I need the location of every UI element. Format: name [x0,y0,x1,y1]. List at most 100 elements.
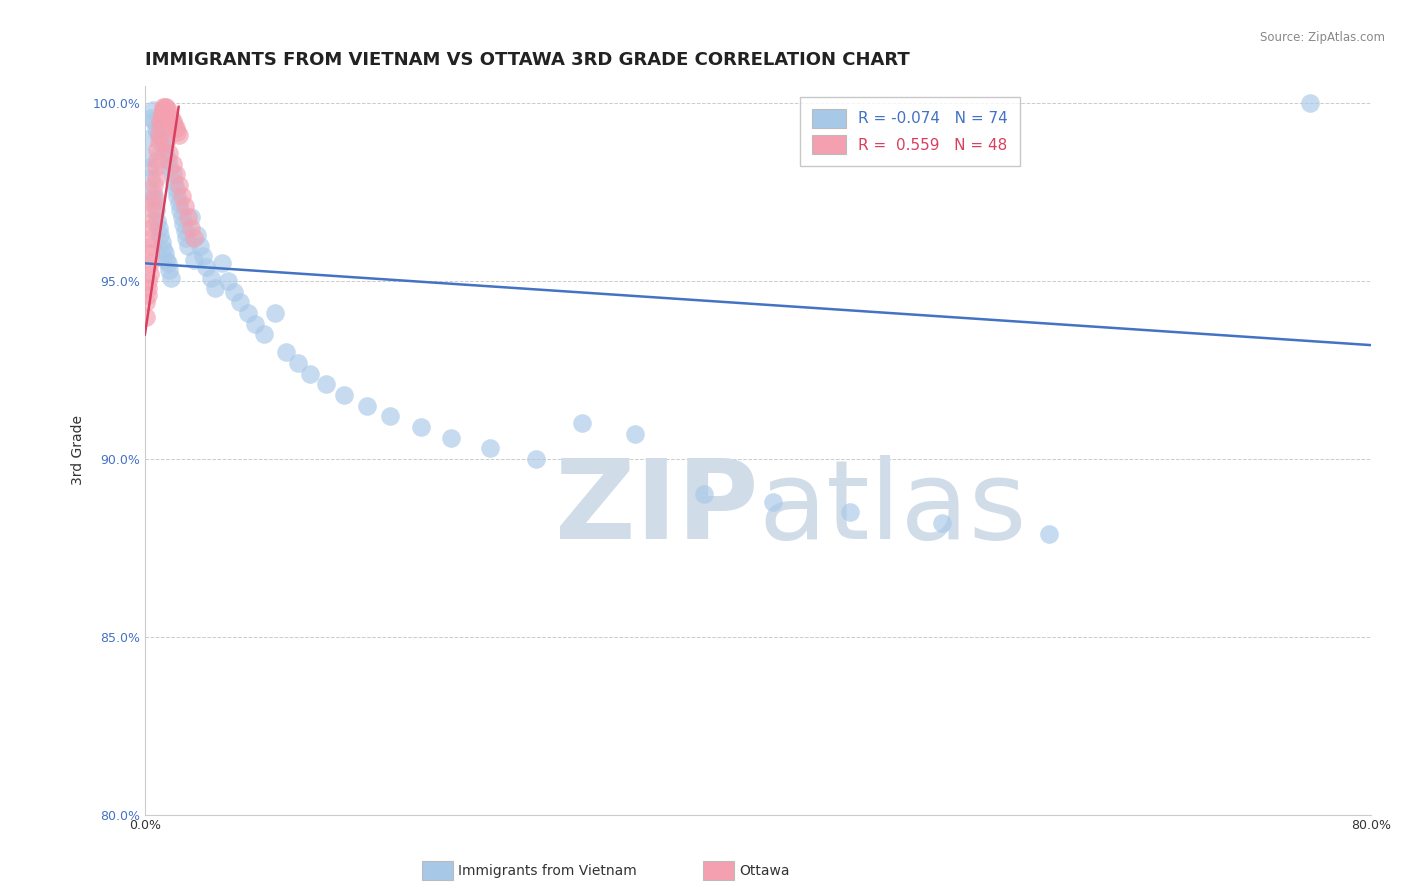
Point [167,178,190,192]
Point [159,161,181,175]
Point [142,103,165,118]
Point [145,171,167,186]
Point [229,295,252,310]
Point [138,245,160,260]
Point [173,199,195,213]
Point [167,195,190,210]
Point [163,175,186,189]
Point [624,427,647,442]
Point [169,202,191,217]
Point [135,295,157,310]
Point [138,267,160,281]
Point [170,188,193,202]
Point [478,442,501,456]
Point [1299,96,1322,111]
Point [143,114,166,128]
Point [148,136,170,150]
Point [188,238,211,252]
Point [931,516,953,530]
Text: Source: ZipAtlas.com: Source: ZipAtlas.com [1260,31,1385,45]
Point [204,281,226,295]
Point [170,210,193,224]
Point [299,367,322,381]
Point [180,210,202,224]
Point [139,220,162,235]
Point [180,220,202,235]
Point [145,202,167,217]
Point [177,238,200,252]
Point [138,256,160,270]
Point [152,242,174,256]
Point [236,306,259,320]
Point [146,153,169,168]
Point [138,161,160,175]
Point [153,100,176,114]
Point [333,388,356,402]
Point [139,238,162,252]
Point [167,128,190,143]
Point [149,227,172,242]
Point [165,168,187,182]
Point [173,224,195,238]
Point [156,256,179,270]
Point [378,409,401,424]
Point [253,327,276,342]
Point [153,245,176,260]
Point [166,125,188,139]
Point [155,252,177,267]
Point [155,100,177,114]
Point [139,111,162,125]
Point [152,103,174,118]
Point [139,231,162,245]
Point [146,125,169,139]
Text: Immigrants from Vietnam: Immigrants from Vietnam [458,863,637,878]
Point [142,213,165,227]
Point [177,210,200,224]
Point [136,281,159,295]
Point [195,260,218,274]
Point [200,270,222,285]
Point [166,188,188,202]
Point [156,103,179,118]
Point [571,417,593,431]
Point [150,132,173,146]
Point [142,185,165,199]
Point [264,306,287,320]
Legend: R = -0.074   N = 74, R =  0.559   N = 48: R = -0.074 N = 74, R = 0.559 N = 48 [800,97,1021,166]
Point [165,181,187,195]
Point [143,178,166,192]
Point [136,288,159,302]
Point [524,451,547,466]
Point [183,231,205,245]
Point [176,231,198,245]
Point [142,195,165,210]
Point [159,263,181,277]
Point [163,118,186,132]
Point [135,310,157,324]
Point [148,220,170,235]
Point [217,274,239,288]
Point [172,217,194,231]
Point [315,377,337,392]
Point [762,494,785,508]
Point [222,285,245,299]
Point [211,256,233,270]
Point [693,487,716,501]
Point [186,227,208,242]
Point [145,161,167,175]
Point [356,399,378,413]
Point [149,128,172,143]
Point [143,192,166,206]
Point [150,111,173,125]
Point [148,128,170,143]
Point [159,146,181,161]
Y-axis label: 3rd Grade: 3rd Grade [72,415,86,485]
Point [838,505,860,519]
Point [155,136,177,150]
Point [149,114,172,128]
Point [152,139,174,153]
Point [146,143,169,157]
Point [150,235,173,249]
Point [165,121,187,136]
Point [160,111,183,125]
